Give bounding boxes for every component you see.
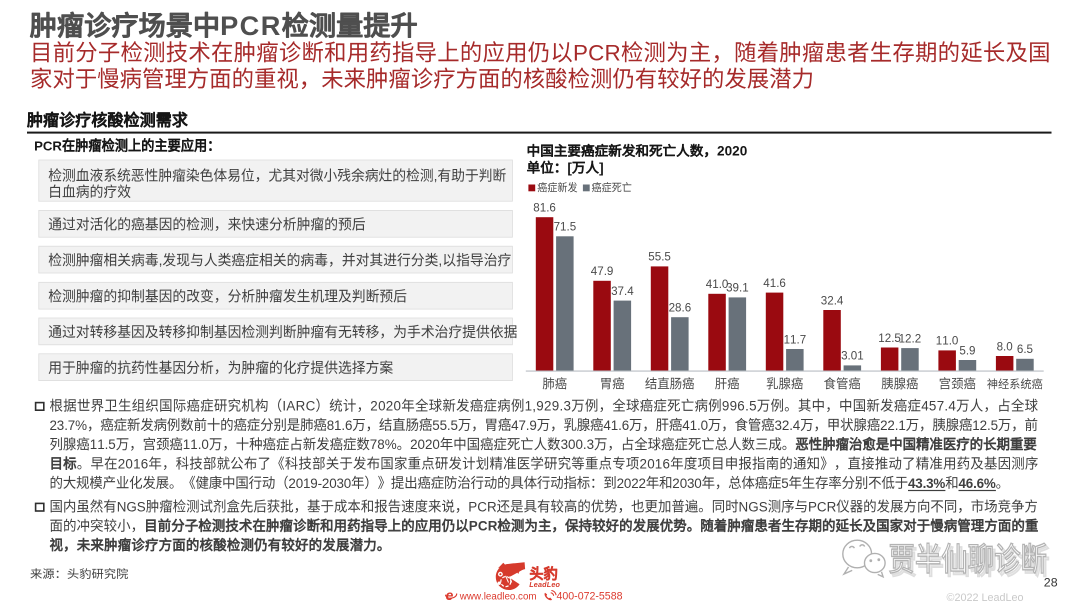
- svg-text:e: e: [446, 588, 454, 603]
- svg-text:28: 28: [1044, 575, 1058, 589]
- svg-text:32.4: 32.4: [775, 418, 801, 433]
- svg-text:28.6: 28.6: [669, 302, 692, 315]
- svg-text:NGS: NGS: [117, 499, 146, 514]
- svg-text:www.leadleo.com: www.leadleo.com: [459, 591, 537, 602]
- svg-text:5.9: 5.9: [959, 344, 975, 357]
- svg-text:39.1: 39.1: [726, 282, 749, 295]
- svg-text:5: 5: [781, 476, 788, 491]
- svg-text:400-072-5588: 400-072-5588: [557, 591, 623, 603]
- svg-text:32.4: 32.4: [821, 294, 844, 307]
- svg-text:300.3: 300.3: [561, 437, 594, 452]
- svg-text:,: ,: [159, 253, 163, 268]
- svg-text:46.6%: 46.6%: [959, 476, 996, 491]
- svg-text:,: ,: [438, 253, 442, 268]
- svg-text:11.0: 11.0: [936, 335, 959, 348]
- svg-text:81.6: 81.6: [327, 418, 353, 433]
- svg-text:55.5: 55.5: [432, 418, 458, 433]
- svg-text:PCR: PCR: [469, 519, 498, 534]
- svg-text:PCR: PCR: [808, 499, 837, 514]
- svg-text:PCR: PCR: [34, 139, 62, 154]
- svg-text:2020: 2020: [410, 437, 440, 452]
- svg-text:3.01: 3.01: [841, 350, 864, 363]
- svg-text:78%: 78%: [370, 437, 397, 452]
- svg-text:43.3%: 43.3%: [908, 476, 945, 491]
- svg-text:47.9: 47.9: [511, 418, 537, 433]
- svg-text:11.0: 11.0: [183, 437, 209, 452]
- svg-text:457.4: 457.4: [921, 399, 956, 414]
- svg-text:]: ]: [599, 160, 604, 175]
- svg-text:71.5: 71.5: [554, 221, 577, 234]
- svg-text:,: ,: [434, 169, 438, 184]
- svg-text:2020: 2020: [717, 144, 747, 159]
- svg-text:22.1: 22.1: [880, 418, 906, 433]
- svg-text:47.9: 47.9: [591, 265, 614, 278]
- svg-text:41.0: 41.0: [706, 278, 729, 291]
- svg-text:©2022 LeadLeo: ©2022 LeadLeo: [947, 592, 1024, 604]
- svg-text:1,929.3: 1,929.3: [525, 399, 571, 414]
- svg-text:81.6: 81.6: [533, 202, 556, 215]
- svg-text:IARC: IARC: [282, 399, 315, 414]
- svg-text:8.0: 8.0: [997, 340, 1013, 353]
- svg-text:37.4: 37.4: [611, 285, 634, 298]
- svg-text:PCR: PCR: [573, 41, 621, 66]
- svg-text:PCR: PCR: [220, 10, 281, 41]
- svg-text:2022: 2022: [617, 476, 646, 491]
- svg-text:2016: 2016: [118, 457, 148, 472]
- svg-text:11.5: 11.5: [90, 437, 116, 452]
- svg-text:6.5: 6.5: [1017, 343, 1033, 356]
- svg-text:[: [: [567, 160, 572, 175]
- svg-text:PCR: PCR: [468, 499, 497, 514]
- svg-text:23.7%: 23.7%: [50, 418, 88, 433]
- svg-text:41.6: 41.6: [603, 418, 629, 433]
- svg-text:55.5: 55.5: [648, 251, 671, 264]
- svg-text:2020: 2020: [370, 399, 401, 414]
- svg-text:NGS: NGS: [739, 499, 768, 514]
- svg-text:996.5: 996.5: [722, 399, 757, 414]
- svg-text:12.5: 12.5: [972, 418, 998, 433]
- svg-text:2019-2030: 2019-2030: [288, 476, 351, 491]
- svg-text:41.0: 41.0: [682, 418, 708, 433]
- svg-text:41.6: 41.6: [763, 277, 786, 290]
- svg-text:11.7: 11.7: [784, 333, 807, 346]
- svg-text:LeadLeo: LeadLeo: [529, 580, 560, 589]
- svg-text:12.2: 12.2: [899, 332, 922, 345]
- svg-text:12.5: 12.5: [878, 332, 901, 345]
- svg-text:2030: 2030: [672, 476, 701, 491]
- svg-text:2016: 2016: [640, 457, 670, 472]
